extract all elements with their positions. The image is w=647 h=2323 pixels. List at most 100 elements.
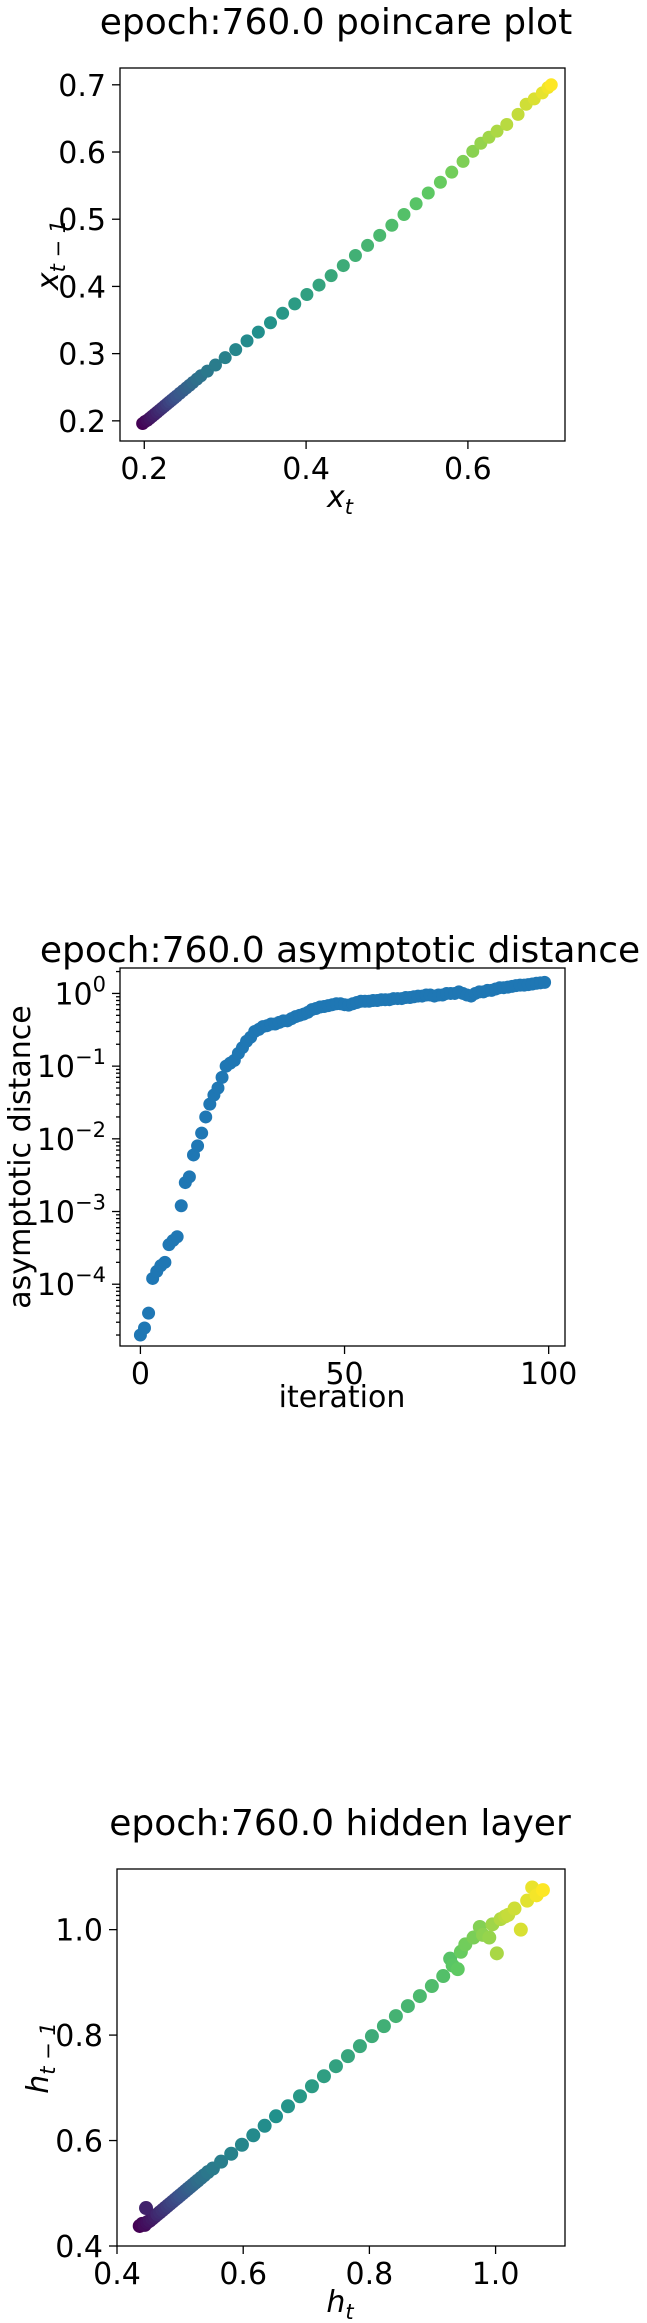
data-point: [182, 1170, 196, 1184]
y-tick-label: 100: [54, 972, 106, 1012]
y-axis-label-subscript: t − 1: [36, 2022, 60, 2075]
x-tick-label: 0.6: [219, 2257, 267, 2292]
data-points: [133, 975, 552, 1342]
x-tick-label: 0.4: [282, 452, 330, 487]
data-point: [361, 238, 375, 252]
data-point: [257, 2118, 272, 2133]
data-point: [312, 278, 326, 292]
data-point: [385, 218, 399, 232]
y-tick-label: 0.6: [55, 2125, 103, 2160]
data-point: [246, 2128, 261, 2143]
x-axis-label-subscript: t: [345, 495, 354, 519]
data-point: [324, 269, 338, 283]
data-point: [158, 1255, 172, 1269]
data-point: [195, 1126, 209, 1140]
x-tick-label: 50: [325, 1357, 363, 1392]
y-tick-label: 0.2: [58, 405, 106, 440]
data-point: [544, 78, 558, 92]
y-tick-label: 10−2: [37, 1118, 106, 1158]
data-point: [316, 2069, 331, 2084]
data-point: [142, 1306, 156, 1320]
y-tick-label: 10−1: [37, 1045, 106, 1085]
data-point: [450, 1962, 465, 1977]
data-point: [436, 1969, 451, 1984]
data-point: [397, 208, 411, 222]
data-point: [364, 2029, 379, 2044]
data-point: [456, 154, 470, 168]
data-point: [466, 144, 480, 158]
data-point: [538, 975, 552, 989]
y-axis-label-subscript: t − 1: [46, 220, 70, 273]
data-point: [139, 2201, 154, 2216]
asymptotic-distance-chart: epoch:760.0 asymptotic distance 0 50 100 1…: [3, 930, 640, 1415]
data-point: [490, 124, 504, 138]
data-point: [348, 249, 362, 263]
data-point: [263, 316, 277, 330]
y-tick-label: 0.8: [55, 2019, 103, 2054]
plot-frame: [116, 1868, 566, 2247]
data-point: [269, 2109, 284, 2124]
x-tick-label: 1.0: [472, 2257, 520, 2292]
hidden-layer-chart: epoch:760.0 hidden layer 0.4 0.6 0.8 1.0 0.…: [21, 1803, 571, 2323]
x-axis-label-main: h: [326, 2285, 345, 2320]
chart-title: epoch:760.0 hidden layer: [109, 1803, 571, 1844]
data-point: [412, 1989, 427, 2004]
data-point: [138, 1321, 151, 1335]
data-point: [224, 2146, 239, 2161]
x-axis-label: xt: [326, 480, 354, 519]
x-tick-label: 0.8: [346, 2257, 394, 2292]
data-point: [400, 1999, 415, 2014]
x-axis-label-main: x: [326, 480, 345, 515]
y-axis-label: xt − 1: [31, 220, 70, 291]
plot-frame: [119, 67, 566, 442]
x-tick-label: 0.6: [444, 452, 492, 487]
data-point: [215, 1070, 229, 1084]
y-tick-label: 10−4: [37, 1263, 106, 1303]
data-point: [214, 2154, 229, 2169]
data-point: [211, 1081, 225, 1095]
poincare-plot-chart: epoch:760.0 poincare plot 0.2 0.4 0.6 0.20…: [31, 2, 572, 519]
y-axis-label-main: h: [21, 2075, 56, 2094]
plot-frame: [119, 967, 566, 1347]
y-axis-label-main: x: [31, 272, 66, 291]
y-axis-ticks: 0.2 0.3 0.4 0.5 0.6 0.7: [58, 69, 120, 440]
x-tick-label: 0: [131, 1357, 150, 1392]
data-point: [507, 1901, 522, 1916]
x-axis-ticks: 0.2 0.4 0.6: [120, 441, 492, 487]
data-point: [276, 306, 290, 320]
data-point: [170, 1230, 184, 1244]
y-tick-label: 0.4: [55, 2230, 103, 2265]
data-point: [421, 186, 435, 200]
y-axis-ticks: 10−4 10−3 10−2 10−1 100: [37, 970, 120, 1336]
y-tick-label: 1.0: [55, 1914, 103, 1949]
data-point: [373, 228, 387, 242]
data-point: [424, 1979, 439, 1994]
data-point: [535, 1883, 550, 1898]
data-point: [336, 259, 350, 273]
data-point: [288, 297, 302, 311]
x-axis-ticks: 0.4 0.6 0.8 1.0: [93, 2246, 519, 2292]
data-point: [251, 325, 265, 339]
y-axis-label: ht − 1: [21, 2022, 60, 2094]
data-point: [218, 351, 232, 365]
x-axis-label: iteration: [279, 1380, 406, 1415]
data-point: [304, 2079, 319, 2094]
x-axis-label-subscript: t: [345, 2300, 354, 2323]
data-point: [513, 1922, 528, 1937]
x-tick-label: 0.4: [93, 2257, 141, 2292]
y-tick-label: 0.7: [58, 69, 106, 104]
data-points: [132, 1880, 550, 2233]
data-point: [208, 358, 222, 372]
data-point: [376, 2019, 391, 2034]
x-tick-label: 100: [520, 1357, 577, 1392]
x-axis-label: ht: [326, 2285, 354, 2323]
data-point: [433, 175, 447, 189]
data-point: [234, 2137, 249, 2152]
data-point: [352, 2039, 367, 2054]
chart-title: epoch:760.0 asymptotic distance: [40, 930, 640, 971]
chart-title: epoch:760.0 poincare plot: [100, 2, 572, 43]
data-point: [229, 343, 243, 357]
data-points: [136, 78, 558, 431]
data-point: [482, 1930, 497, 1945]
